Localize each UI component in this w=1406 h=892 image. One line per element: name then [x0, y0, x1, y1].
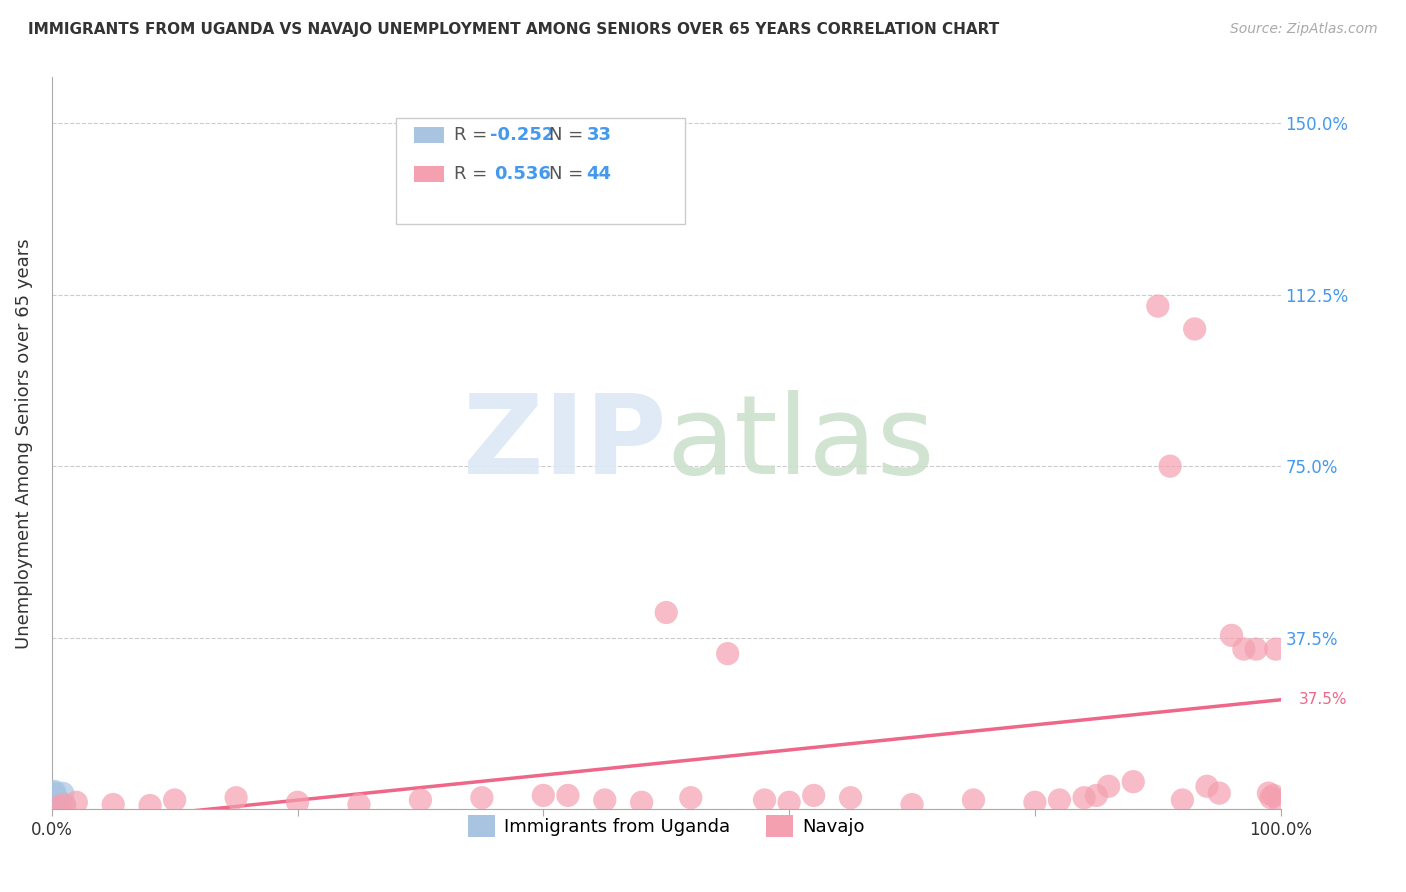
Point — [163, 793, 186, 807]
Point — [1024, 795, 1046, 809]
Point — [45, 797, 67, 812]
Point — [717, 647, 740, 661]
Point — [1233, 642, 1256, 657]
Point — [41, 788, 63, 802]
Point — [1049, 793, 1071, 807]
Point — [41, 797, 63, 811]
Point — [41, 796, 63, 810]
Point — [1171, 793, 1194, 807]
Point — [44, 795, 66, 809]
Point — [46, 797, 69, 812]
Point — [42, 788, 65, 802]
Point — [1244, 642, 1267, 657]
Point — [1085, 789, 1108, 803]
Text: -0.252: -0.252 — [491, 127, 555, 145]
Point — [1208, 786, 1230, 800]
Point — [655, 606, 678, 620]
Point — [778, 795, 800, 809]
Point — [225, 790, 247, 805]
FancyBboxPatch shape — [415, 128, 444, 144]
Point — [1122, 774, 1144, 789]
Point — [1073, 790, 1095, 805]
Point — [139, 798, 162, 813]
Point — [1220, 628, 1243, 642]
Point — [41, 796, 63, 810]
Point — [41, 794, 63, 808]
Point — [52, 786, 75, 800]
Point — [42, 786, 65, 800]
Point — [42, 796, 65, 810]
Point — [44, 789, 66, 803]
Text: 44: 44 — [586, 165, 612, 183]
Point — [41, 793, 63, 807]
Point — [1146, 299, 1168, 313]
Point — [803, 789, 825, 803]
FancyBboxPatch shape — [415, 166, 444, 182]
Point — [41, 790, 63, 805]
Point — [1260, 790, 1282, 805]
Point — [679, 790, 702, 805]
Text: 37.5%: 37.5% — [1299, 692, 1347, 707]
Point — [46, 800, 69, 814]
Point — [1257, 786, 1279, 800]
Point — [42, 787, 65, 801]
Y-axis label: Unemployment Among Seniors over 65 years: Unemployment Among Seniors over 65 years — [15, 238, 32, 648]
Text: ZIP: ZIP — [463, 390, 666, 497]
Point — [409, 793, 432, 807]
Point — [41, 794, 63, 808]
Point — [962, 793, 984, 807]
Point — [1195, 779, 1218, 793]
Point — [42, 797, 65, 811]
Point — [901, 797, 924, 812]
Point — [41, 794, 63, 808]
Legend: Immigrants from Uganda, Navajo: Immigrants from Uganda, Navajo — [461, 807, 872, 844]
Point — [48, 797, 70, 812]
FancyBboxPatch shape — [396, 118, 685, 224]
Point — [531, 789, 554, 803]
Point — [53, 797, 76, 812]
Text: R =: R = — [454, 127, 492, 145]
Text: 0.536: 0.536 — [494, 165, 551, 183]
Point — [44, 784, 66, 798]
Point — [45, 791, 67, 805]
Point — [839, 790, 862, 805]
Text: Source: ZipAtlas.com: Source: ZipAtlas.com — [1230, 22, 1378, 37]
Point — [1184, 322, 1206, 336]
Point — [42, 791, 65, 805]
Point — [1264, 642, 1286, 657]
Point — [42, 797, 65, 811]
Point — [593, 793, 616, 807]
Point — [44, 795, 66, 809]
Point — [46, 794, 69, 808]
Point — [44, 796, 66, 810]
Text: atlas: atlas — [666, 390, 935, 497]
Point — [103, 797, 125, 812]
Point — [471, 790, 494, 805]
Text: IMMIGRANTS FROM UGANDA VS NAVAJO UNEMPLOYMENT AMONG SENIORS OVER 65 YEARS CORREL: IMMIGRANTS FROM UGANDA VS NAVAJO UNEMPLO… — [28, 22, 1000, 37]
Point — [1159, 459, 1181, 474]
Point — [1263, 789, 1285, 803]
Point — [41, 796, 63, 810]
Point — [1267, 793, 1289, 807]
Point — [53, 797, 76, 812]
Point — [44, 796, 66, 810]
Text: 33: 33 — [586, 127, 612, 145]
Text: N =: N = — [550, 127, 589, 145]
Point — [630, 795, 652, 809]
Point — [41, 792, 63, 806]
Text: N =: N = — [550, 165, 589, 183]
Point — [557, 789, 579, 803]
Point — [754, 793, 776, 807]
Point — [44, 796, 66, 810]
Point — [41, 795, 63, 809]
Point — [287, 795, 309, 809]
Point — [1098, 779, 1121, 793]
Point — [347, 797, 370, 812]
Point — [65, 795, 87, 809]
Text: R =: R = — [454, 165, 498, 183]
